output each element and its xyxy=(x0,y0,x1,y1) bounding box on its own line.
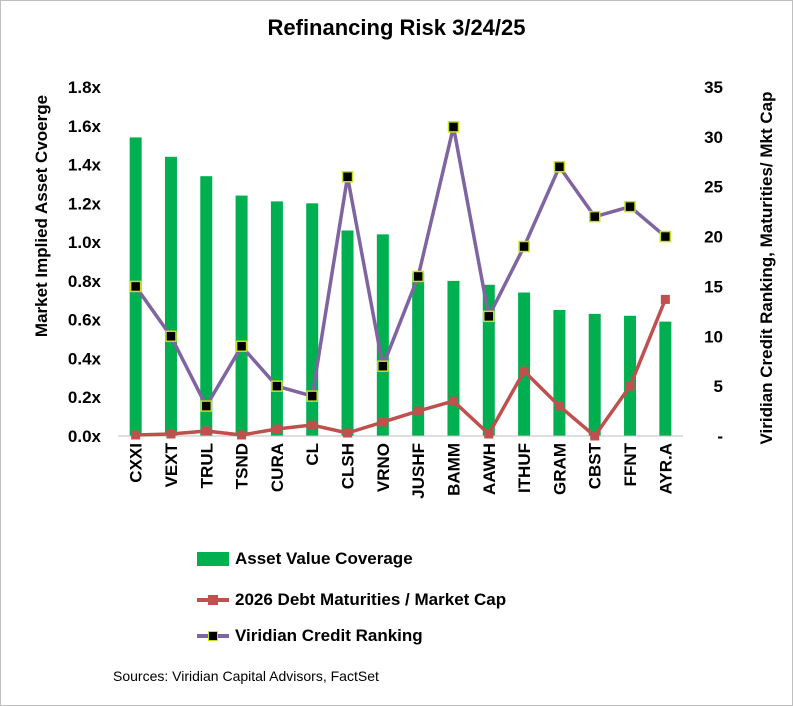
series-line-credit-ranking xyxy=(134,125,667,408)
marker-credit-ranking xyxy=(553,161,566,173)
marker-debt-maturities xyxy=(307,420,317,430)
y-tick-label: 0.6x xyxy=(68,311,102,330)
bar-asset-value-coverage xyxy=(341,230,354,436)
marker-debt-maturities xyxy=(660,294,670,304)
marker-credit-ranking xyxy=(235,340,248,353)
source-note: Sources: Viridian Capital Advisors, Fact… xyxy=(113,668,379,684)
marker-credit-ranking xyxy=(447,121,460,133)
x-tick-label: AAWH xyxy=(480,443,499,495)
marker-credit-ranking xyxy=(341,170,354,183)
legend-swatch-line xyxy=(197,629,229,643)
marker-debt-maturities xyxy=(448,396,458,406)
marker-credit-ranking xyxy=(483,310,495,323)
marker-debt-maturities xyxy=(484,429,494,439)
x-tick-label: TRUL xyxy=(197,443,216,488)
legend-swatch-line xyxy=(197,593,229,607)
legend-label: 2026 Debt Maturities / Market Cap xyxy=(235,590,507,609)
y2-tick-label: 35 xyxy=(704,78,723,97)
y-tick-label: 1.2x xyxy=(68,194,102,213)
x-tick-label: BAMM xyxy=(444,443,463,496)
x-tick-label: FFNT xyxy=(621,442,640,486)
y-tick-label: 0.8x xyxy=(68,272,102,291)
y2-tick-label: 20 xyxy=(704,228,723,247)
marker-debt-maturities xyxy=(413,406,423,416)
marker-credit-ranking xyxy=(659,230,672,243)
x-tick-label: CLSH xyxy=(339,443,358,489)
y-tick-label: 1.4x xyxy=(68,156,102,175)
y-tick-label: 1.8x xyxy=(68,78,102,97)
bar-asset-value-coverage xyxy=(235,195,248,436)
marker-credit-ranking xyxy=(377,360,389,372)
marker-debt-maturities xyxy=(378,417,388,427)
marker-debt-maturities xyxy=(272,424,282,434)
marker-credit-ranking xyxy=(165,330,177,343)
series-line-debt-maturities xyxy=(135,298,667,438)
marker-debt-maturities xyxy=(519,366,529,376)
bar-asset-value-coverage xyxy=(447,280,460,436)
marker-credit-ranking xyxy=(412,270,424,283)
x-tick-label: GRAM xyxy=(550,443,569,495)
marker-debt-maturities xyxy=(590,431,600,441)
marker-credit-ranking xyxy=(306,390,318,402)
marker-credit-ranking xyxy=(588,210,601,223)
legend-item-credit-ranking: Viridian Credit Ranking xyxy=(197,624,423,648)
marker-credit-ranking xyxy=(624,200,636,213)
marker-debt-maturities xyxy=(343,428,353,438)
bar-asset-value-coverage xyxy=(200,176,213,436)
bar-asset-value-coverage xyxy=(412,273,425,436)
y2-tick-label: 25 xyxy=(704,178,723,197)
legend-swatch-bar xyxy=(197,552,229,566)
y-tick-label: 1.0x xyxy=(68,233,102,252)
y-tick-label: 0.4x xyxy=(68,349,102,368)
legend-item-asset-value-coverage: Asset Value Coverage xyxy=(197,547,413,571)
marker-debt-maturities xyxy=(237,430,247,440)
legend-label: Viridian Credit Ranking xyxy=(235,626,423,645)
x-tick-label: TSND xyxy=(233,443,252,489)
bar-asset-value-coverage xyxy=(588,313,601,436)
x-tick-label: VRNO xyxy=(374,443,393,492)
x-tick-label: CBST xyxy=(586,442,605,489)
bar-asset-value-coverage xyxy=(659,321,672,436)
x-tick-label: ITHUF xyxy=(515,443,534,493)
marker-debt-maturities xyxy=(131,430,141,440)
y2-tick-label: 5 xyxy=(714,377,723,396)
marker-credit-ranking xyxy=(129,280,142,293)
y-axis-title: Market Implied Asset Cvoerge xyxy=(32,95,51,337)
bar-asset-value-coverage xyxy=(376,234,389,436)
y2-tick-label: 15 xyxy=(704,277,723,296)
legend-item-debt-maturities: 2026 Debt Maturities / Market Cap xyxy=(197,588,506,612)
x-tick-label: AYR.A xyxy=(656,443,675,494)
x-tick-label: CURA xyxy=(268,443,287,492)
y2-tick-label: - xyxy=(717,427,723,446)
bar-asset-value-coverage xyxy=(518,292,531,436)
bar-asset-value-coverage xyxy=(482,284,495,436)
y2-tick-label: 10 xyxy=(704,327,723,346)
x-tick-label: CL xyxy=(303,443,322,466)
bar-asset-value-coverage xyxy=(624,315,637,436)
marker-debt-maturities xyxy=(201,426,211,436)
marker-debt-maturities xyxy=(166,429,176,439)
marker-debt-maturities xyxy=(625,381,635,391)
marker-credit-ranking xyxy=(271,380,283,392)
bar-asset-value-coverage xyxy=(270,201,283,436)
marker-credit-ranking xyxy=(200,400,213,412)
bar-asset-value-coverage xyxy=(164,156,177,437)
y2-tick-label: 30 xyxy=(704,128,723,147)
x-tick-label: VEXT xyxy=(162,442,181,487)
y-tick-label: 1.6x xyxy=(68,117,102,136)
x-tick-label: JUSHF xyxy=(409,443,428,499)
marker-credit-ranking xyxy=(518,240,530,253)
y-tick-label: 0.0x xyxy=(68,427,102,446)
chart-title: Refinancing Risk 3/24/25 xyxy=(267,15,526,40)
marker-debt-maturities xyxy=(554,401,564,411)
bar-asset-value-coverage xyxy=(553,309,566,436)
legend-label: Asset Value Coverage xyxy=(235,549,413,568)
y2-axis-title: Viridian Credit Ranking, Maturities/ Mkt… xyxy=(757,92,776,445)
y-tick-label: 0.2x xyxy=(68,388,102,407)
x-tick-label: CXXI xyxy=(127,443,146,483)
